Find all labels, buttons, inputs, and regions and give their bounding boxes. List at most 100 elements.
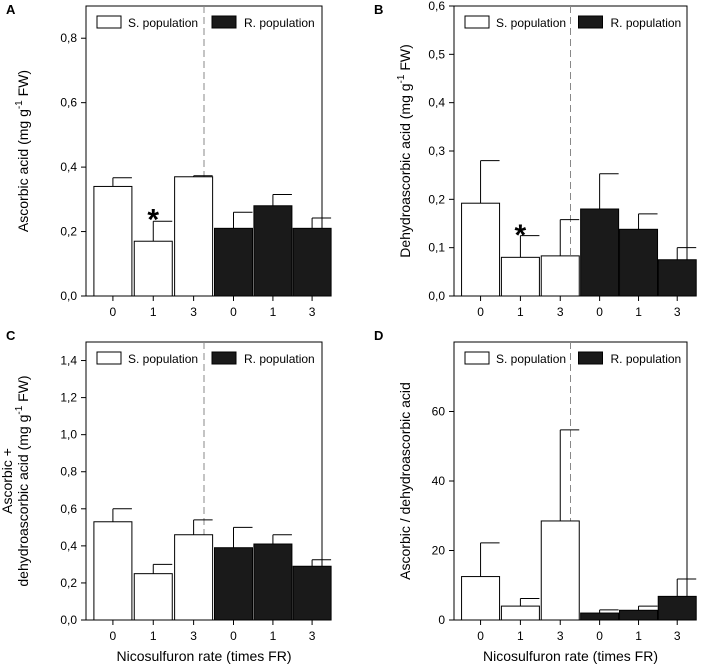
legend-swatch-r <box>578 351 603 365</box>
x-tick-label: 3 <box>557 305 564 319</box>
x-tick-label: 0 <box>230 629 237 643</box>
y-tick-label: 0,8 <box>60 465 77 479</box>
legend-swatch-r <box>211 351 237 365</box>
legend-swatch-s <box>96 15 122 29</box>
bar <box>93 521 133 621</box>
y-tick-label: 0,0 <box>60 613 77 627</box>
bar <box>93 185 133 297</box>
bar <box>461 202 501 297</box>
x-tick-label: 0 <box>110 305 117 319</box>
x-tick-label: 1 <box>635 629 642 643</box>
y-tick-label: 0,8 <box>60 31 77 45</box>
y-tick-label: 60 <box>432 405 446 419</box>
bar <box>540 520 580 621</box>
x-tick-label: 3 <box>309 305 316 319</box>
x-tick-label: 1 <box>635 305 642 319</box>
y-tick-label: 0,6 <box>428 0 445 13</box>
x-tick-label: 0 <box>230 305 237 319</box>
x-tick-label: 0 <box>110 629 117 643</box>
legend-swatch-s <box>464 351 490 365</box>
legend-label-s: S. population <box>496 16 566 30</box>
y-tick-label: 0,1 <box>428 241 445 255</box>
panel-a: A 0,0 0,2 0,4 0,6 0,8 0 1 3 0 1 3 * S. population R. p… <box>6 2 332 319</box>
panel-label-c: C <box>6 328 16 343</box>
x-tick-label: 0 <box>477 305 484 319</box>
x-tick-label: 1 <box>517 629 524 643</box>
y-tick-label: 0,2 <box>60 576 77 590</box>
panel-label-d: D <box>374 328 383 343</box>
y-tick-label: 0,2 <box>428 192 445 206</box>
legend-label-s: S. population <box>496 352 566 366</box>
panel-b: B 0,0 0,1 0,2 0,3 0,4 0,5 0,6 0 1 3 0 1 3 * S. populati… <box>374 0 697 319</box>
y-tick-label: 0,0 <box>60 289 77 303</box>
bar <box>657 259 697 297</box>
legend-swatch-r <box>211 15 237 29</box>
bar <box>253 543 293 621</box>
bar <box>619 609 659 621</box>
y-tick-label: 0,6 <box>60 502 77 516</box>
panel-label-a: A <box>6 2 16 17</box>
x-tick-label: 1 <box>150 629 157 643</box>
y-tick-label: 0,4 <box>60 160 77 174</box>
y-tick-label: 1,4 <box>60 354 77 368</box>
panel-c: C 0,0 0,2 0,4 0,6 0,8 1,0 1,2 1,4 0 1 3 0 1 3 S. popula… <box>0 328 332 664</box>
legend-label-r: R. population <box>611 352 682 366</box>
bar <box>292 227 332 297</box>
y-axis-label: Ascorbic / dehydroascorbic acid <box>397 382 413 580</box>
legend-label-r: R. population <box>611 16 682 30</box>
y-tick-label: 0,3 <box>428 144 445 158</box>
x-tick-label: 0 <box>596 629 603 643</box>
bar <box>657 595 697 621</box>
bar <box>214 547 253 621</box>
legend-label-s: S. population <box>128 352 198 366</box>
significance-asterisk: * <box>515 219 527 252</box>
legend-label-r: R. population <box>244 352 315 366</box>
x-tick-label: 1 <box>150 305 157 319</box>
y-tick-label: 1,0 <box>60 428 77 442</box>
y-axis-label: Ascorbic acid (mg g-1 FW) <box>14 70 31 232</box>
y-tick-label: 0,2 <box>60 225 77 239</box>
panel-label-b: B <box>374 2 383 17</box>
bar <box>461 576 501 621</box>
x-axis-label: Nicosulfuron rate (times FR) <box>483 648 658 664</box>
x-tick-label: 3 <box>674 305 681 319</box>
bar <box>500 256 540 297</box>
y-tick-label: 0 <box>438 613 445 627</box>
y-tick-label: 1,2 <box>60 391 77 405</box>
x-tick-label: 0 <box>477 629 484 643</box>
panel-d: D 0 20 40 60 0 1 3 0 1 3 S. population R. population… <box>374 328 697 664</box>
legend-label-r: R. population <box>244 16 315 30</box>
x-tick-label: 3 <box>309 629 316 643</box>
y-axis-label: dehydroascorbic acid (mg g-1 FW) <box>14 375 31 586</box>
y-tick-label: 0,4 <box>428 96 445 110</box>
x-tick-label: 3 <box>190 629 197 643</box>
x-tick-label: 3 <box>557 629 564 643</box>
bar <box>580 208 620 297</box>
bar <box>619 228 659 297</box>
y-axis-label: Dehydroascorbic acid (mg g-1 FW) <box>396 44 413 258</box>
y-tick-label: 0,0 <box>428 289 445 303</box>
y-tick-label: 0,5 <box>428 47 445 61</box>
y-tick-label: 20 <box>432 544 446 558</box>
bar <box>133 573 173 621</box>
x-axis-label: Nicosulfuron rate (times FR) <box>116 648 291 664</box>
legend-label-s: S. population <box>128 16 198 30</box>
bar <box>292 565 332 621</box>
x-tick-label: 1 <box>270 305 277 319</box>
bar <box>174 176 214 297</box>
legend-swatch-s <box>464 15 490 29</box>
bar <box>540 255 580 297</box>
bar <box>500 605 540 621</box>
x-tick-label: 3 <box>674 629 681 643</box>
bar <box>253 205 293 297</box>
y-axis-label-line1: Ascorbic + <box>0 448 15 514</box>
y-tick-label: 40 <box>432 474 446 488</box>
legend-swatch-s <box>96 351 122 365</box>
y-tick-label: 0,4 <box>60 539 77 553</box>
significance-asterisk: * <box>147 203 159 236</box>
x-tick-label: 0 <box>596 305 603 319</box>
y-tick-label: 0,6 <box>60 96 77 110</box>
bar <box>580 612 620 621</box>
x-tick-label: 3 <box>190 305 197 319</box>
